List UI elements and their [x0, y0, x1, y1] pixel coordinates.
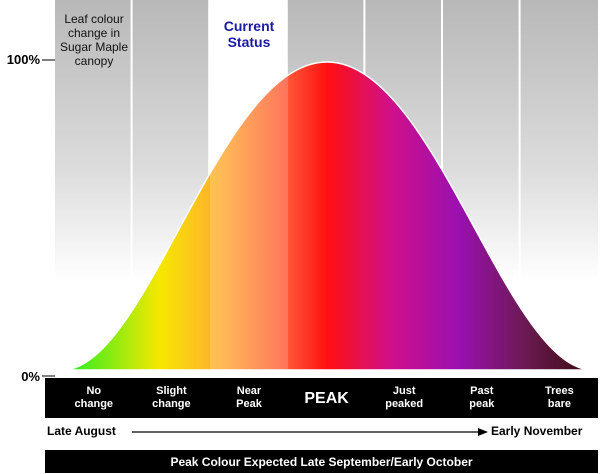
- column: [55, 0, 131, 376]
- note-line: Sugar Maple: [59, 40, 129, 54]
- timeline-end: Early November: [491, 424, 583, 438]
- stage-label: change: [74, 398, 114, 410]
- timeline-start: Late August: [47, 424, 116, 438]
- note-line: canopy: [74, 54, 114, 68]
- note-line: change in: [67, 26, 121, 40]
- stage: PEAK: [288, 378, 366, 418]
- stage-label: peak: [469, 398, 495, 410]
- stage-bar: [45, 378, 598, 418]
- status-line: Current: [223, 18, 275, 34]
- arrow-head: [478, 428, 488, 436]
- stage-label: PEAK: [304, 389, 349, 407]
- stage-label: Trees: [545, 385, 574, 397]
- stage-label: change: [152, 398, 191, 410]
- stage-label: Past: [470, 385, 494, 397]
- stage-label: Near: [236, 385, 262, 397]
- note-line: Leaf colour: [64, 12, 124, 26]
- stage-label: Slight: [156, 385, 187, 397]
- stage: Slight change: [133, 378, 211, 418]
- stage: No change: [55, 378, 133, 418]
- stage: Near Peak: [210, 378, 288, 418]
- note: Leaf colour change in Sugar Maple canopy: [58, 12, 130, 68]
- current-highlight: [210, 64, 288, 376]
- stage-label: Peak: [236, 398, 262, 410]
- stage: Trees bare: [521, 378, 599, 418]
- stage-label: bare: [547, 398, 572, 410]
- axis-bottom: 0%: [21, 369, 40, 384]
- stage-label: Just: [392, 385, 416, 397]
- column: [520, 0, 598, 376]
- current-status: Current Status: [210, 18, 288, 50]
- axis-top: 100%: [6, 52, 40, 67]
- footer: Peak Colour Expected Late September/Earl…: [45, 450, 598, 473]
- status-line: Status: [227, 34, 271, 50]
- stage-label: peaked: [385, 398, 424, 410]
- colour-curve: [64, 61, 591, 371]
- stage: Just peaked: [365, 378, 443, 418]
- stage-label: No: [86, 385, 102, 397]
- stage: Past peak: [443, 378, 521, 418]
